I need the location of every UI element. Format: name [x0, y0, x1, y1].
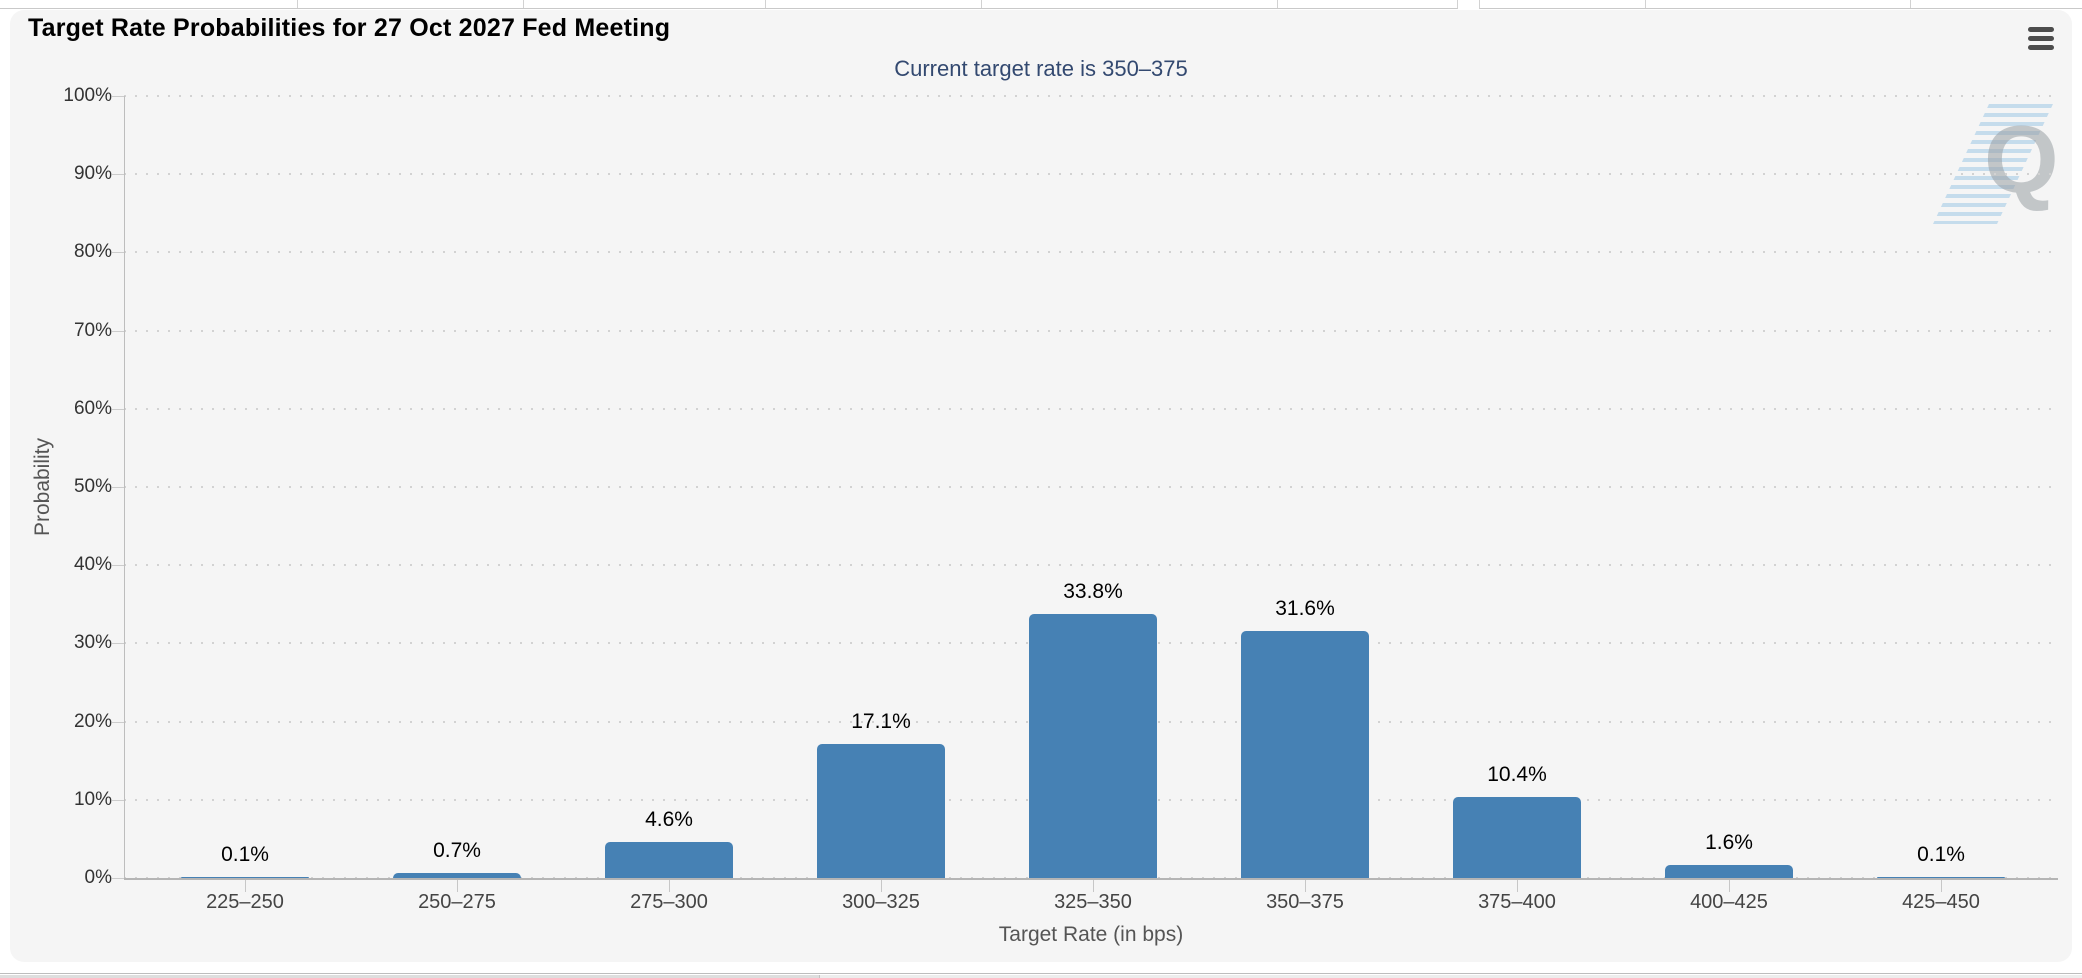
hamburger-menu-icon	[2028, 44, 2054, 50]
x-axis-category-label: 350–375	[1266, 891, 1344, 913]
bar-425–450[interactable]	[1877, 877, 2005, 878]
gridline-50%	[124, 486, 2058, 488]
top-table-left-segment	[0, 0, 1458, 9]
x-axis-tick	[1093, 880, 1094, 892]
bar-value-label: 17.1%	[851, 710, 911, 733]
x-axis-category-label: 375–400	[1478, 891, 1556, 913]
gridline-100%	[124, 95, 2058, 97]
x-axis-tick	[669, 880, 670, 892]
x-axis-tick	[1729, 880, 1730, 892]
y-axis-tick	[112, 878, 124, 879]
top-table-edge	[0, 0, 2082, 9]
table-column-divider	[523, 0, 524, 8]
bar-225–250[interactable]	[181, 877, 309, 878]
table-column-divider	[297, 0, 298, 8]
bottom-table-cell	[0, 975, 820, 978]
top-table-right-segment	[1479, 0, 2082, 9]
y-axis-tick	[112, 408, 124, 410]
hamburger-menu-icon	[2028, 35, 2054, 41]
y-axis-label: 100%	[63, 85, 112, 106]
y-axis-label: 30%	[73, 632, 112, 654]
hamburger-menu-icon	[2028, 26, 2054, 32]
y-axis-tick	[112, 643, 124, 645]
y-axis-label: 80%	[73, 241, 112, 263]
bar-value-label: 4.6%	[645, 808, 693, 831]
x-axis-category-label: 425–450	[1902, 891, 1980, 913]
y-axis-tick	[112, 330, 124, 332]
watermark-q-logo: Q	[1984, 106, 2059, 213]
bar-value-label: 31.6%	[1275, 597, 1335, 620]
bar-value-label: 1.6%	[1705, 831, 1753, 854]
bar-350–375[interactable]	[1241, 631, 1369, 878]
y-axis-tick	[112, 799, 124, 801]
x-axis-category-label: 325–350	[1054, 891, 1132, 913]
bottom-table-cell	[820, 975, 2082, 978]
bar-275–300[interactable]	[605, 842, 733, 878]
x-axis-category-label: 300–325	[842, 891, 920, 913]
bar-value-label: 33.8%	[1063, 580, 1123, 603]
y-axis-label: 70%	[73, 319, 112, 341]
x-axis-category-label: 250–275	[418, 891, 496, 913]
x-axis-tick	[881, 880, 882, 892]
bottom-table-edge	[0, 973, 2082, 978]
x-axis-category-label: 400–425	[1690, 891, 1768, 913]
gridline-80%	[124, 251, 2058, 254]
x-axis-tick	[1517, 880, 1518, 892]
y-axis-line	[124, 96, 125, 878]
x-axis-tick	[457, 880, 458, 892]
y-axis-tick	[112, 252, 124, 254]
y-axis-label: 90%	[73, 163, 112, 185]
bar-value-label: 0.1%	[1917, 843, 1965, 866]
y-axis-label: 20%	[73, 710, 112, 732]
bar-325–350[interactable]	[1029, 614, 1157, 878]
gridline-40%	[124, 564, 2058, 567]
table-column-divider	[765, 0, 766, 8]
x-axis-tick	[1941, 880, 1942, 892]
x-axis-tick	[1305, 880, 1306, 892]
chart-subtitle: Current target rate is 350–375	[894, 56, 1188, 81]
y-axis-tick	[112, 721, 124, 723]
y-axis-label: 40%	[73, 554, 112, 576]
gridline-60%	[124, 407, 2058, 410]
x-axis-line	[124, 878, 2058, 880]
bar-250–275[interactable]	[393, 873, 521, 878]
y-axis-label: 50%	[73, 476, 112, 497]
bar-value-label: 0.7%	[433, 839, 481, 862]
y-axis-label: 0%	[84, 867, 112, 888]
bar-value-label: 10.4%	[1487, 763, 1547, 786]
bar-300–325[interactable]	[817, 744, 945, 878]
table-column-divider	[1910, 0, 1911, 8]
y-axis-tick	[112, 174, 124, 176]
bar-400–425[interactable]	[1665, 865, 1793, 878]
chart-context-menu-button[interactable]	[2022, 21, 2060, 55]
y-axis-tick	[112, 487, 124, 488]
gridline-90%	[124, 173, 2058, 176]
x-axis-tick	[245, 880, 246, 892]
bar-375–400[interactable]	[1453, 797, 1581, 878]
y-axis-tick	[112, 565, 124, 567]
x-axis-category-label: 225–250	[206, 891, 284, 913]
x-axis-category-label: 275–300	[630, 891, 708, 913]
y-axis-label: 10%	[73, 788, 112, 810]
table-column-divider	[1645, 0, 1646, 8]
table-column-divider	[1277, 0, 1278, 8]
gridline-70%	[124, 329, 2058, 332]
y-axis-tick	[112, 96, 124, 97]
x-axis-title: Target Rate (in bps)	[998, 923, 1184, 946]
chart-title: Target Rate Probabilities for 27 Oct 202…	[28, 14, 671, 42]
table-column-divider	[981, 0, 982, 8]
bar-value-label: 0.1%	[221, 843, 269, 866]
y-axis-label: 60%	[73, 397, 112, 419]
